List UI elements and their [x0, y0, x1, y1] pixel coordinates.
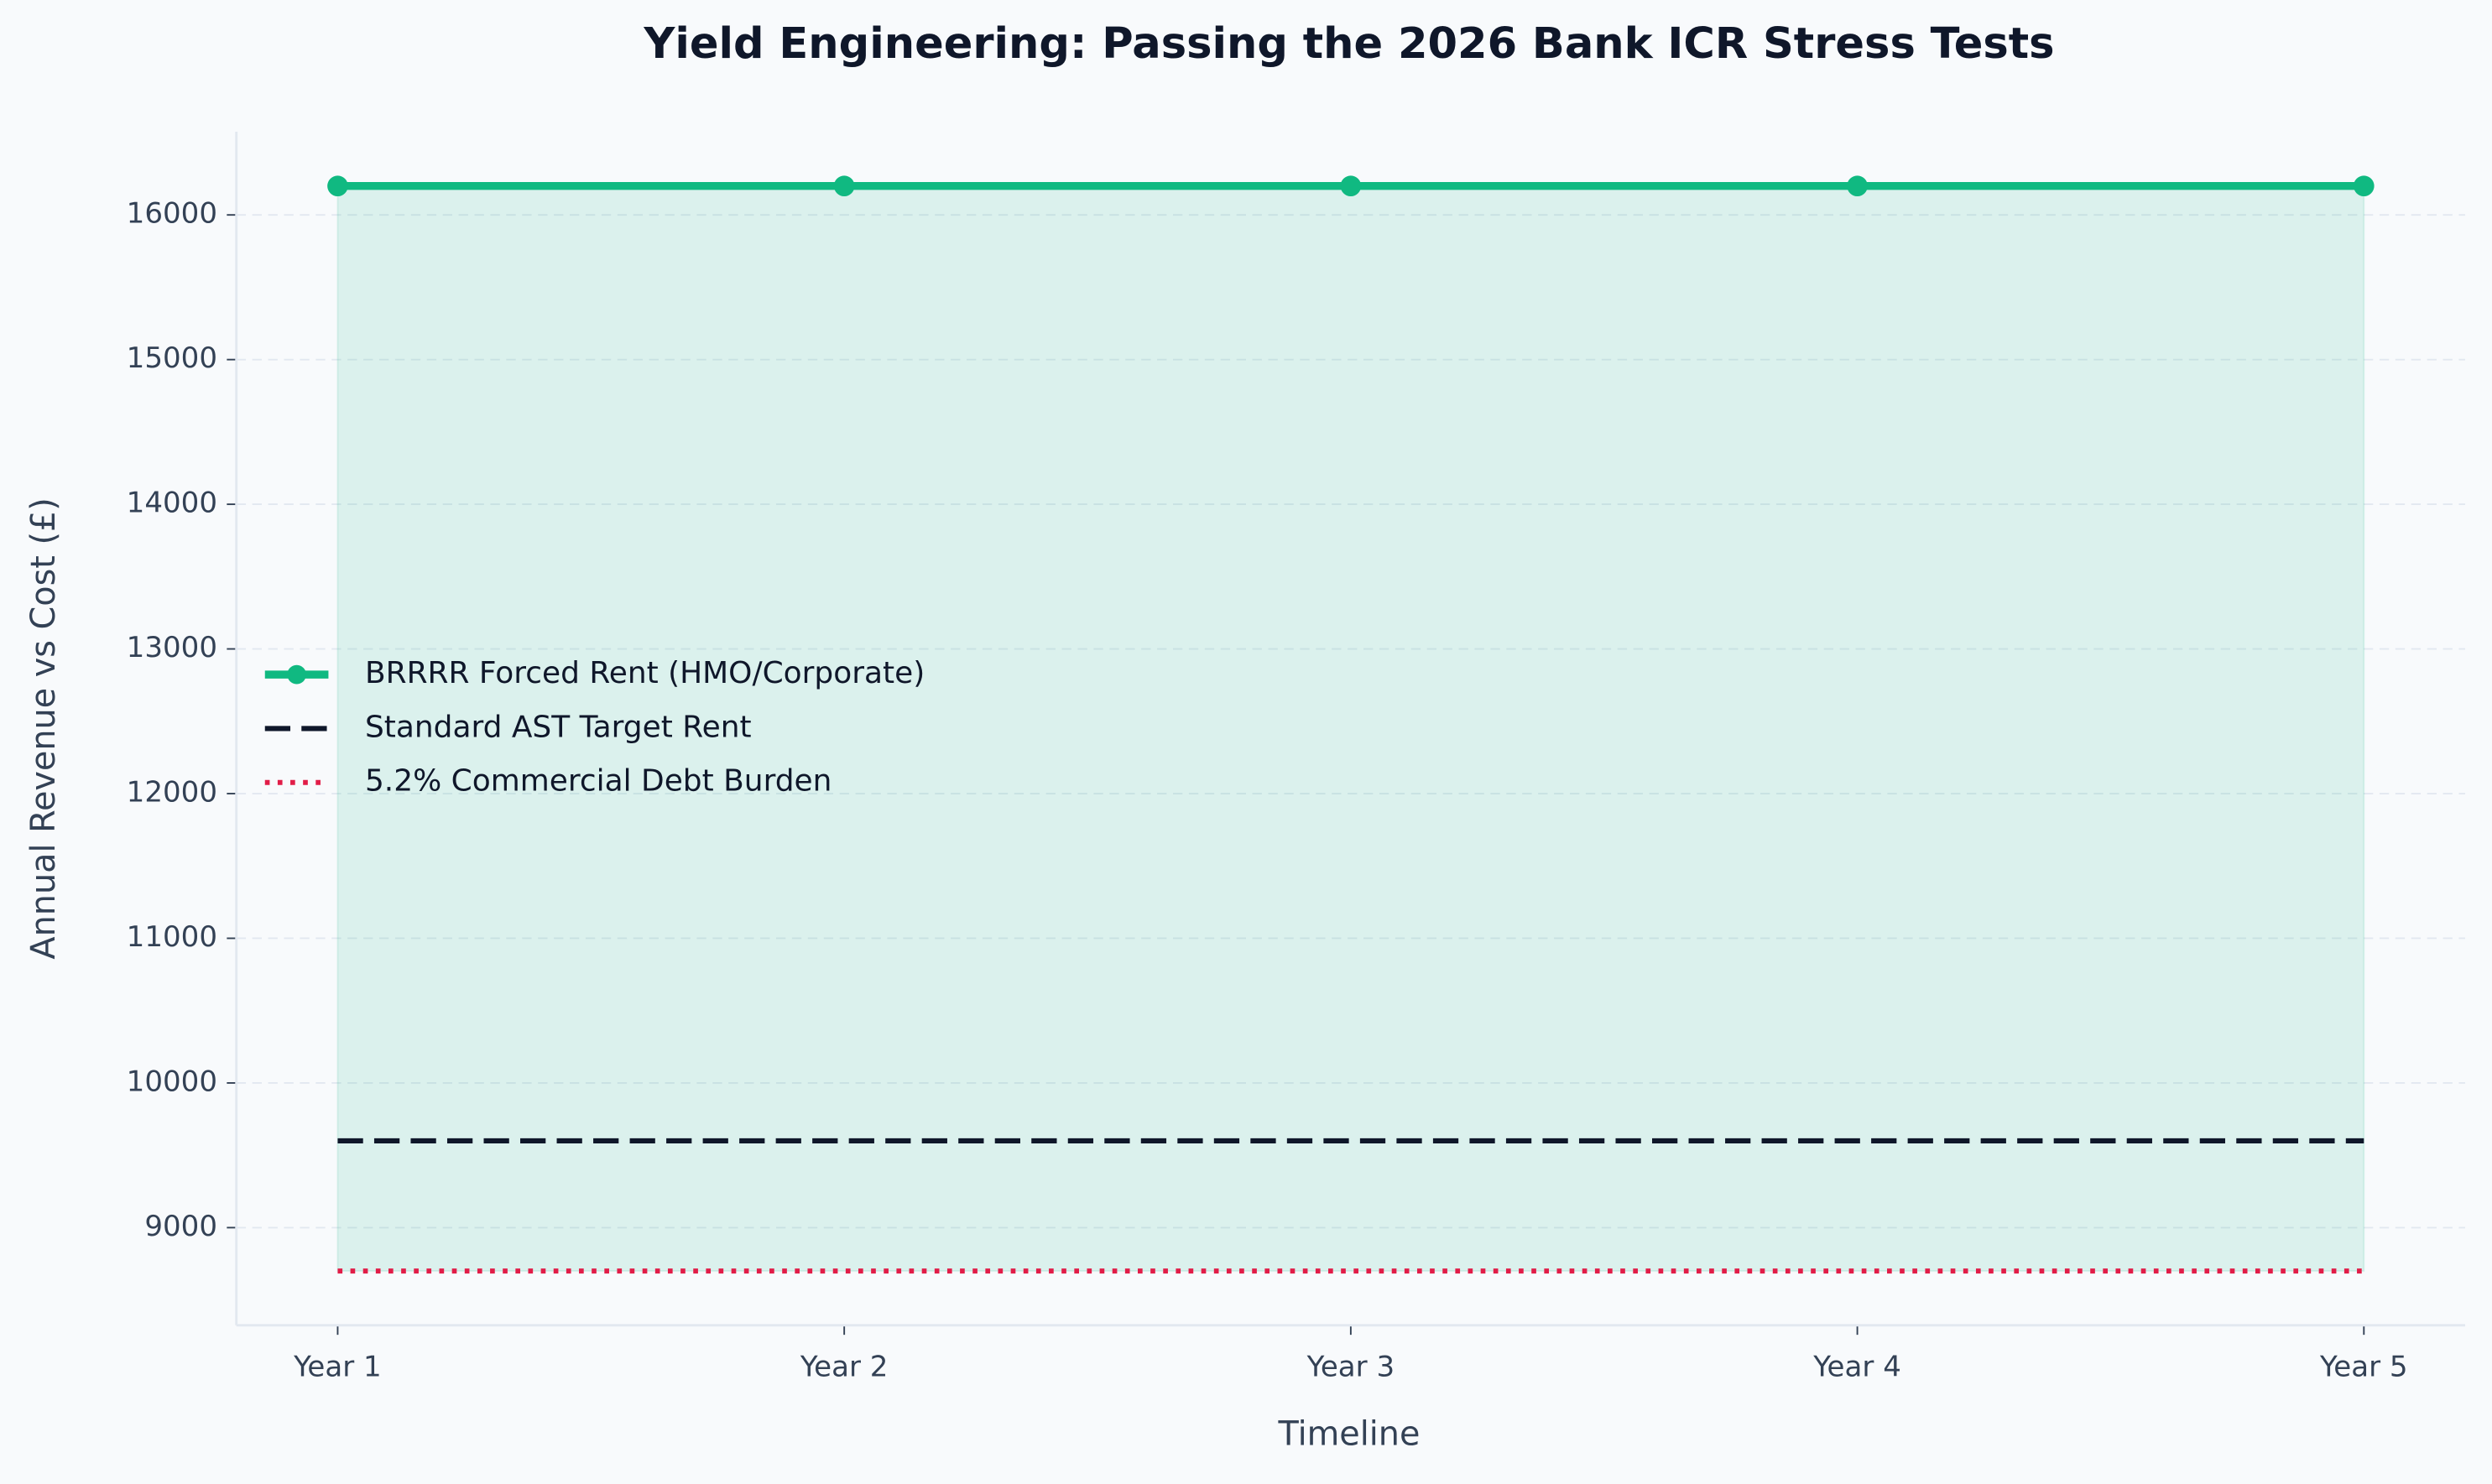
y-axis-label: Annual Revenue vs Cost (£) [24, 497, 63, 959]
x-tick-label: Year 3 [1306, 1350, 1395, 1383]
y-tick-label: 12000 [127, 776, 217, 810]
x-tick-label: Year 4 [1812, 1350, 1901, 1383]
y-tick-label: 13000 [127, 631, 217, 664]
x-tick-label: Year 1 [293, 1350, 382, 1383]
data-point [1847, 175, 1868, 197]
y-tick-label: 16000 [127, 197, 217, 231]
legend-label: BRRRR Forced Rent (HMO/Corporate) [365, 656, 925, 690]
y-tick-label: 15000 [127, 341, 217, 375]
legend-label: Standard AST Target Rent [365, 710, 752, 744]
legend-label: 5.2% Commercial Debt Burden [365, 764, 832, 799]
legend-marker [287, 664, 306, 685]
x-tick-label: Year 5 [2319, 1350, 2408, 1383]
y-tick-label: 9000 [144, 1210, 217, 1243]
chart-title: Yield Engineering: Passing the 2026 Bank… [643, 19, 2054, 69]
data-point [327, 175, 348, 197]
y-tick-label: 14000 [127, 487, 217, 520]
data-point [2353, 175, 2375, 197]
x-tick-label: Year 2 [800, 1350, 889, 1383]
y-tick-label: 11000 [127, 920, 217, 954]
data-point [833, 175, 855, 197]
y-tick-label: 10000 [127, 1065, 217, 1098]
data-point [1340, 175, 1362, 197]
x-axis-label: Timeline [1278, 1415, 1421, 1454]
